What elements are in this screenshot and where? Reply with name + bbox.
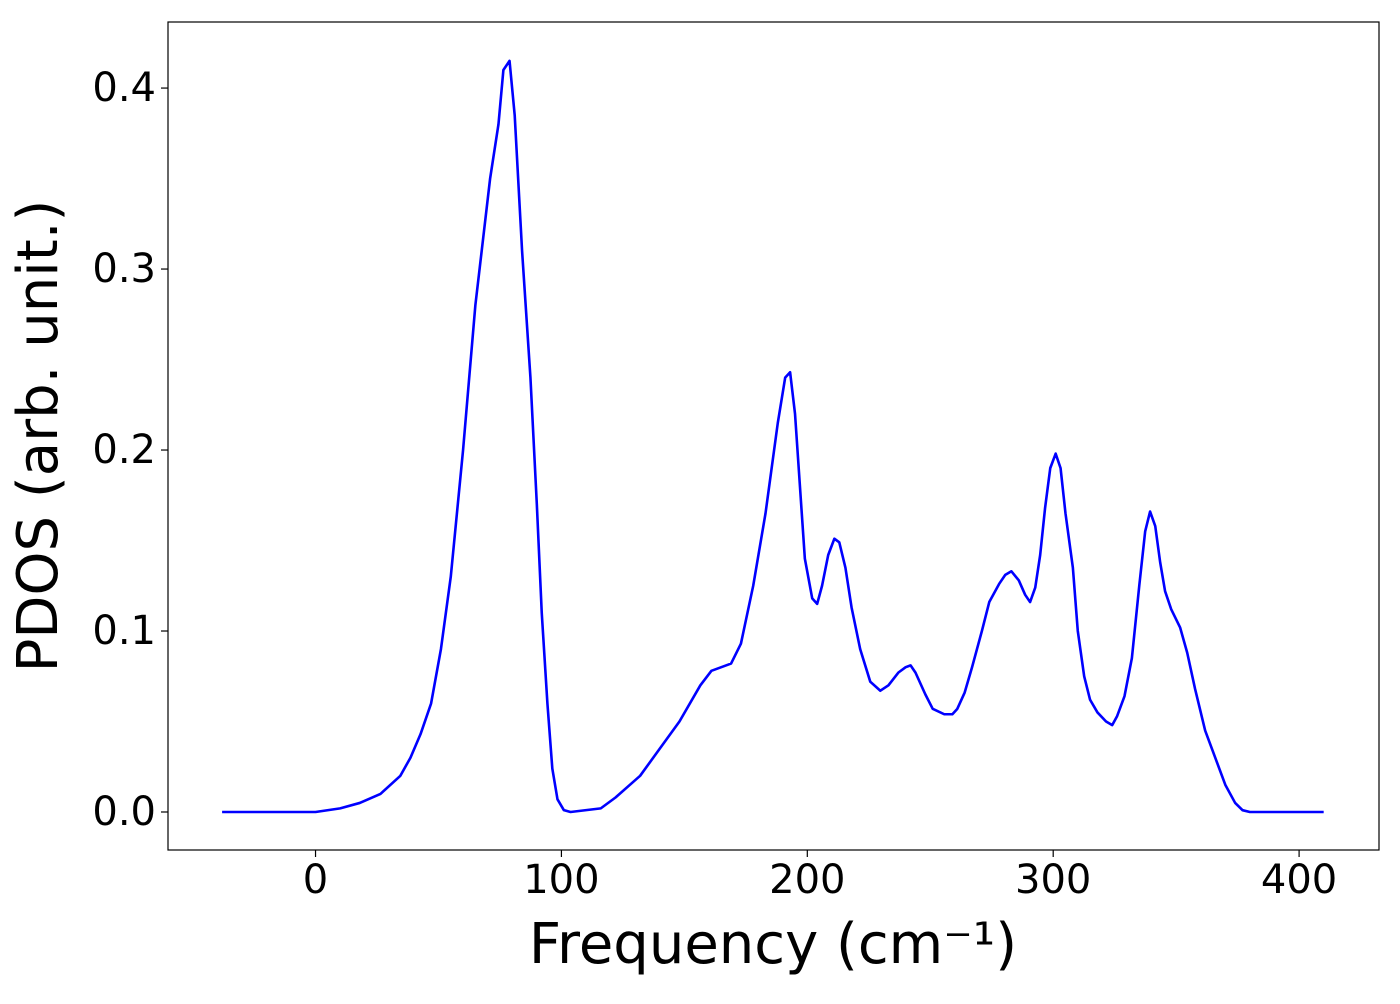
data-line [222,59,1324,814]
y-tick-label: 0.4 [92,65,156,111]
y-tick-label: 0.2 [92,427,156,473]
y-axis-label: PDOS (arb. unit.) [6,200,71,673]
x-tick-label: 100 [523,857,599,903]
x-tick-label: 400 [1261,857,1337,903]
y-tick-label: 0.3 [92,246,156,292]
x-axis-label: Frequency (cm⁻¹) [529,912,1017,977]
y-tick-label: 0.0 [92,789,156,835]
y-tick-label: 0.1 [92,608,156,654]
x-tick-label: 300 [1015,857,1091,903]
plot-frame [167,21,1380,851]
x-tick-label: 200 [769,857,845,903]
x-tick-label: 0 [303,857,328,903]
